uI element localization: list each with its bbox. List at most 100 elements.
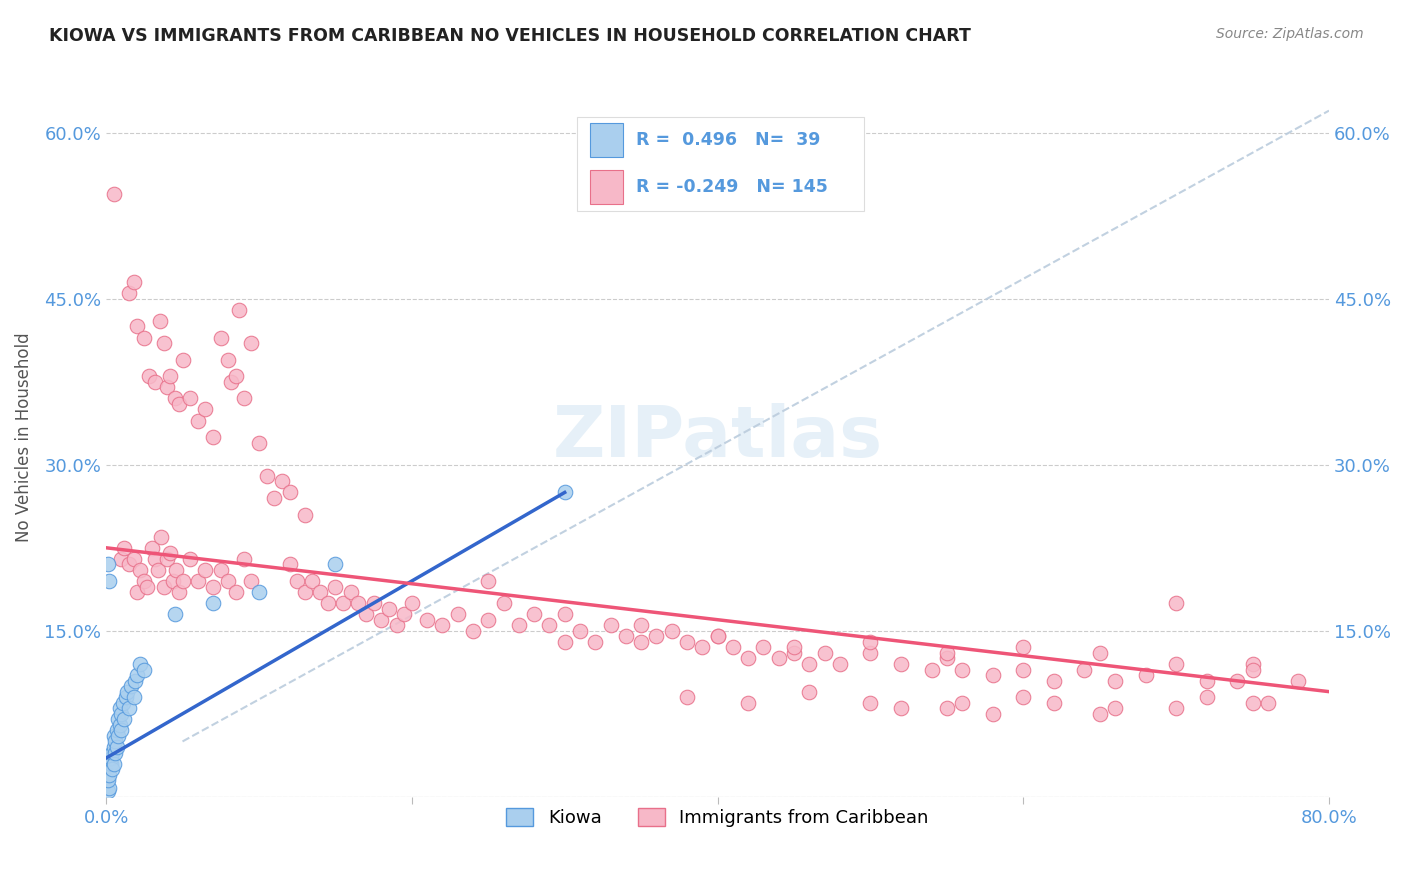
Point: [105, 739, 128, 754]
Point: [118, 701, 141, 715]
Point: [270, 475, 292, 489]
Point: [194, 402, 217, 417]
Point: [105, 723, 128, 738]
Point: [179, 392, 201, 406]
Point: [859, 696, 882, 710]
Point: [1104, 673, 1126, 688]
Point: [950, 663, 973, 677]
Point: [492, 596, 515, 610]
Point: [783, 646, 806, 660]
Point: [162, 574, 184, 588]
Point: [100, 756, 122, 771]
Point: [935, 646, 957, 660]
Point: [645, 629, 668, 643]
Point: [950, 696, 973, 710]
Point: [813, 646, 835, 660]
Point: [1166, 657, 1188, 671]
Point: [103, 729, 125, 743]
Point: [538, 618, 561, 632]
Point: [156, 552, 179, 566]
Point: [392, 607, 415, 622]
Point: [1226, 673, 1249, 688]
Point: [172, 352, 194, 367]
Point: [103, 186, 125, 201]
Legend: Kiowa, Immigrants from Caribbean: Kiowa, Immigrants from Caribbean: [499, 801, 936, 835]
Point: [676, 690, 699, 705]
FancyBboxPatch shape: [576, 117, 865, 211]
Point: [114, 712, 136, 726]
Point: [134, 574, 156, 588]
Point: [169, 585, 191, 599]
Y-axis label: No Vehicles in Household: No Vehicles in Household: [15, 333, 32, 542]
Point: [209, 330, 232, 344]
Point: [159, 546, 181, 560]
Point: [194, 563, 217, 577]
Point: [278, 558, 301, 572]
Point: [614, 629, 637, 643]
Point: [401, 596, 423, 610]
Point: [228, 302, 250, 317]
Point: [153, 580, 176, 594]
Point: [706, 629, 728, 643]
Point: [122, 275, 145, 289]
Point: [101, 746, 124, 760]
Point: [1241, 657, 1264, 671]
Point: [828, 657, 851, 671]
Point: [1241, 663, 1264, 677]
Point: [316, 596, 339, 610]
Point: [1195, 690, 1218, 705]
Point: [217, 352, 239, 367]
Point: [153, 336, 176, 351]
Point: [136, 580, 159, 594]
Point: [554, 635, 576, 649]
Point: [783, 640, 806, 655]
Point: [890, 701, 912, 715]
Point: [554, 607, 576, 622]
Point: [202, 430, 225, 444]
Point: [163, 392, 186, 406]
Text: R = -0.249   N= 145: R = -0.249 N= 145: [636, 178, 828, 196]
Point: [141, 541, 163, 555]
Point: [263, 491, 285, 505]
Text: KIOWA VS IMMIGRANTS FROM CARIBBEAN NO VEHICLES IN HOUSEHOLD CORRELATION CHART: KIOWA VS IMMIGRANTS FROM CARIBBEAN NO VE…: [49, 27, 972, 45]
Point: [354, 607, 377, 622]
Point: [110, 706, 132, 721]
Point: [737, 696, 759, 710]
Point: [416, 613, 439, 627]
Point: [143, 552, 166, 566]
Point: [477, 613, 499, 627]
Point: [554, 485, 576, 500]
Point: [187, 574, 209, 588]
Point: [104, 746, 127, 760]
Point: [1012, 640, 1035, 655]
Point: [97, 784, 120, 798]
Point: [752, 640, 775, 655]
Point: [630, 618, 652, 632]
Point: [98, 574, 121, 588]
Point: [523, 607, 546, 622]
Point: [98, 780, 121, 795]
Point: [124, 673, 146, 688]
Point: [1286, 673, 1309, 688]
Point: [156, 380, 179, 394]
Point: [134, 330, 156, 344]
Point: [169, 397, 191, 411]
Point: [432, 618, 454, 632]
Point: [363, 596, 385, 610]
Point: [477, 574, 499, 588]
Point: [661, 624, 683, 638]
Point: [125, 668, 148, 682]
Point: [101, 762, 124, 776]
Point: [114, 541, 136, 555]
Point: [325, 558, 347, 572]
Point: [294, 508, 316, 522]
Point: [225, 585, 247, 599]
Point: [138, 369, 160, 384]
Point: [110, 723, 132, 738]
Point: [1012, 690, 1035, 705]
Point: [122, 552, 145, 566]
Point: [202, 596, 225, 610]
Point: [110, 552, 132, 566]
Point: [1012, 663, 1035, 677]
Point: [508, 618, 530, 632]
